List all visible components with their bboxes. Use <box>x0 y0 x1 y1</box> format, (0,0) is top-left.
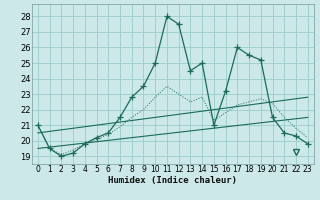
X-axis label: Humidex (Indice chaleur): Humidex (Indice chaleur) <box>108 176 237 185</box>
